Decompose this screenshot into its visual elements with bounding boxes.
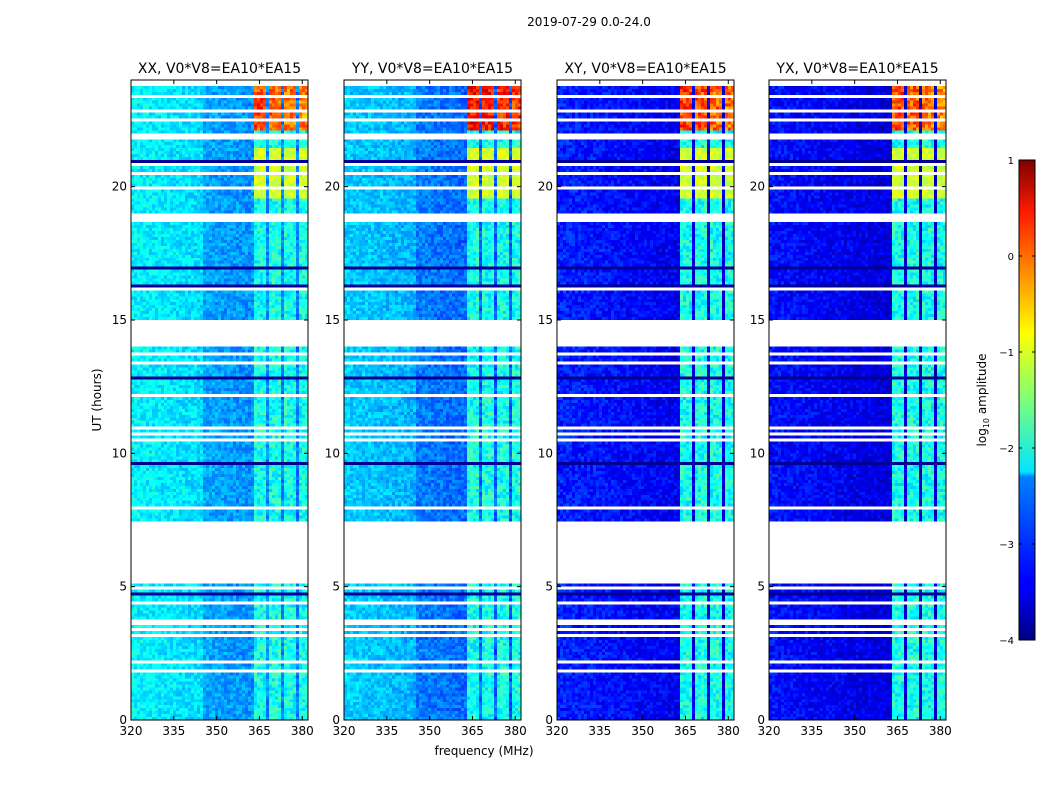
x-tick-label: 380 [504, 724, 527, 738]
panel-title: XY, V0*V8=EA10*EA15 [564, 61, 726, 77]
y-tick-label: 0 [545, 713, 553, 727]
y-tick-label: 20 [750, 180, 765, 194]
colorbar-label-prefix: log [975, 428, 989, 446]
x-tick-label: 320 [333, 724, 356, 738]
colorbar-tick-label: −2 [999, 444, 1014, 455]
x-tick-label: 350 [418, 724, 441, 738]
y-axis-label: UT (hours) [90, 368, 104, 431]
x-tick-label: 335 [162, 724, 185, 738]
y-tick-label: 5 [332, 580, 340, 594]
x-tick-label: 350 [205, 724, 228, 738]
x-tick-label: 320 [120, 724, 143, 738]
y-tick-label: 15 [538, 313, 553, 327]
colorbar-tick-label: 1 [1008, 156, 1014, 167]
x-tick-label: 380 [291, 724, 314, 738]
x-tick-label: 365 [248, 724, 271, 738]
y-tick-label: 15 [325, 313, 340, 327]
panel-heatmap [131, 80, 308, 720]
x-tick-label: 365 [674, 724, 697, 738]
panel-title: YX, V0*V8=EA10*EA15 [775, 61, 938, 77]
panel-1: XX, V0*V8=EA10*EA15 320 335 350 365 380 0 5 10 15… [112, 61, 314, 738]
colorbar-label: log10 amplitude [975, 354, 991, 447]
y-tick-label: 20 [112, 180, 127, 194]
colorbar-tick-label: −4 [999, 636, 1014, 647]
x-tick-label: 365 [461, 724, 484, 738]
x-tick-label: 350 [631, 724, 654, 738]
colorbar-ticks: 1 0 −1 −2 −3 −4 [999, 156, 1035, 647]
colorbar-label-suffix: amplitude [975, 354, 989, 418]
y-tick-label: 5 [119, 580, 127, 594]
panel-heatmap [769, 80, 946, 720]
x-axis-label: frequency (MHz) [434, 744, 533, 758]
colorbar-tick-label: 0 [1008, 252, 1014, 263]
panels: XX, V0*V8=EA10*EA15 320 335 350 365 380 0 5 10 15… [112, 61, 952, 738]
y-tick-label: 5 [757, 580, 765, 594]
panel-3: XY, V0*V8=EA10*EA15 320 335 350 365 380 0 5 10 15… [538, 61, 740, 738]
y-tick-label: 10 [538, 446, 553, 460]
panel-frame [130, 79, 309, 721]
x-tick-label: 365 [886, 724, 909, 738]
y-tick-label: 0 [332, 713, 340, 727]
y-tick-label: 5 [545, 580, 553, 594]
x-tick-label: 320 [546, 724, 569, 738]
panel-frame [556, 79, 735, 721]
y-tick-label: 10 [112, 446, 127, 460]
y-tick-label: 10 [325, 446, 340, 460]
panel-4: YX, V0*V8=EA10*EA15 320 335 350 365 380 0 5 10 15… [750, 61, 952, 738]
colorbar-label-sub: 10 [982, 418, 991, 428]
panel-2: YY, V0*V8=EA10*EA15 320 335 350 365 380 0 5 10 15… [325, 61, 527, 738]
y-tick-label: 10 [750, 446, 765, 460]
x-tick-label: 380 [717, 724, 740, 738]
x-tick-label: 320 [758, 724, 781, 738]
y-tick-label: 15 [750, 313, 765, 327]
panel-frame [768, 79, 947, 721]
panel-title: YY, V0*V8=EA10*EA15 [351, 61, 513, 77]
colorbar-tick-label: −3 [999, 540, 1014, 551]
x-tick-label: 335 [588, 724, 611, 738]
y-tick-label: 20 [325, 180, 340, 194]
x-tick-label: 335 [375, 724, 398, 738]
x-tick-label: 380 [929, 724, 952, 738]
y-tick-label: 20 [538, 180, 553, 194]
panel-heatmap [344, 80, 521, 720]
x-tick-label: 335 [800, 724, 823, 738]
colorbar: 10−1−2−3−4 log10 amplitude [975, 156, 1036, 647]
panel-title: XX, V0*V8=EA10*EA15 [138, 61, 301, 77]
colorbar-scale [1018, 159, 1036, 641]
y-tick-label: 0 [119, 713, 127, 727]
panel-frame [343, 79, 522, 721]
figure-suptitle: 2019-07-29 0.0-24.0 [527, 15, 651, 29]
colorbar-tick-label: −1 [999, 348, 1014, 359]
y-tick-label: 15 [112, 313, 127, 327]
x-tick-label: 350 [843, 724, 866, 738]
panel-heatmap [557, 80, 734, 720]
y-tick-label: 0 [757, 713, 765, 727]
